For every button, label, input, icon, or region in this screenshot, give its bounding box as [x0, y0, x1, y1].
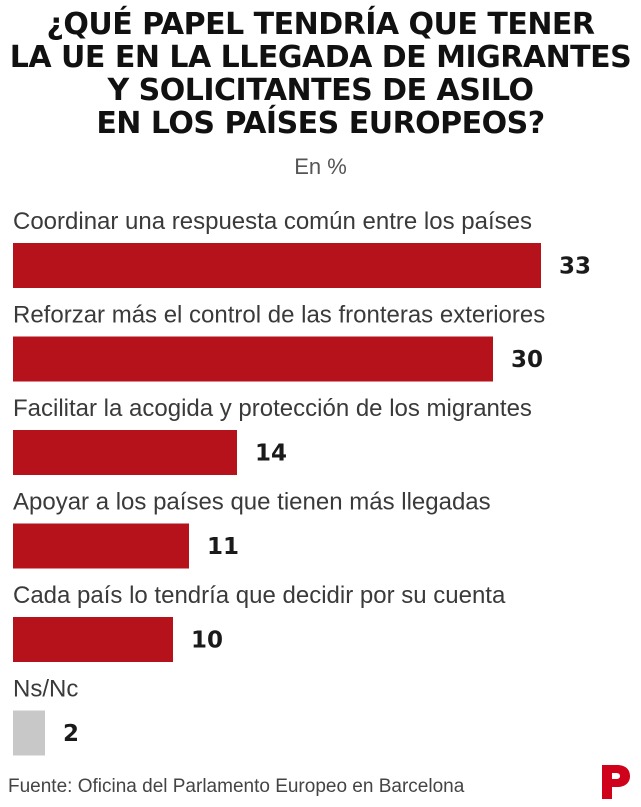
title-line-4: EN LOS PAÍSES EUROPEOS?	[96, 106, 545, 141]
title-line-1: ¿QUÉ PAPEL TENDRÍA QUE TENER	[46, 7, 595, 42]
category-label: Ns/Nc	[13, 676, 78, 703]
category-label: Facilitar la acogida y protección de los…	[13, 395, 532, 422]
source-note: Fuente: Oficina del Parlamento Europeo e…	[8, 776, 465, 797]
bar	[13, 430, 237, 475]
chart-subtitle: En %	[294, 154, 347, 179]
category-label: Cada país lo tendría que decidir por su …	[13, 582, 506, 609]
value-label: 14	[255, 441, 287, 467]
value-label: 30	[511, 347, 543, 373]
bar	[13, 336, 493, 382]
bar	[13, 243, 541, 288]
periodico-logo-icon	[602, 765, 630, 799]
bar	[13, 523, 189, 569]
bar	[13, 617, 173, 662]
category-label: Apoyar a los países que tienen más llega…	[13, 489, 491, 516]
title-line-3: Y SOLICITANTES DE ASILO	[107, 73, 534, 108]
value-label: 33	[559, 254, 591, 280]
value-label: 11	[207, 534, 239, 560]
value-label: 2	[63, 721, 79, 747]
category-label: Coordinar una respuesta común entre los …	[13, 208, 532, 235]
chart-title: ¿QUÉ PAPEL TENDRÍA QUE TENER LA UE EN LA…	[0, 8, 641, 140]
value-label: 10	[191, 628, 223, 654]
bar	[13, 710, 45, 756]
category-label: Reforzar más el control de las fronteras…	[13, 302, 545, 329]
title-line-2: LA UE EN LA LLEGADA DE MIGRANTES	[9, 40, 632, 75]
